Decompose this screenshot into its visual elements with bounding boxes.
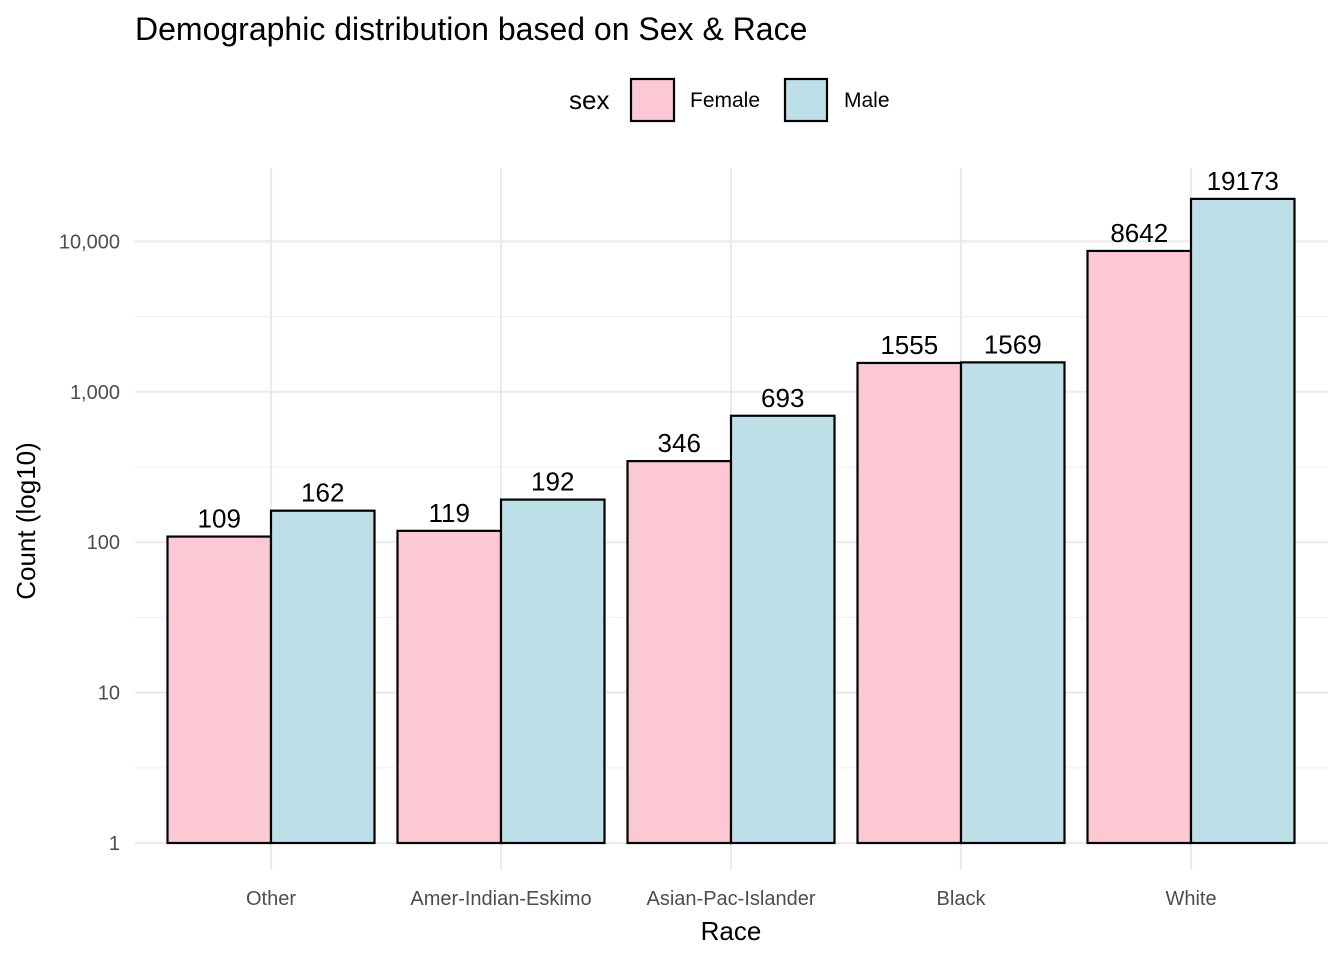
y-tick-label: 10,000	[59, 231, 120, 253]
bar-female	[1086, 249, 1193, 845]
data-label-female: 119	[429, 498, 470, 528]
legend-key-female	[629, 77, 676, 123]
legend: sex Female Male	[569, 77, 890, 123]
bar-layer	[166, 197, 1296, 845]
data-label-male: 192	[531, 467, 574, 497]
bar-male	[1189, 197, 1296, 845]
y-tick-label: 1,000	[70, 382, 120, 404]
label-layer: 109 162 119 192 346 693 1555 1569 8642 19173	[198, 166, 1279, 534]
bar-male	[269, 509, 376, 845]
x-axis-title: Race	[701, 916, 762, 946]
bar-male	[959, 361, 1066, 845]
legend-key-male	[783, 77, 829, 123]
y-axis-title: Count (log10)	[11, 442, 41, 600]
data-label-male: 162	[301, 478, 344, 508]
chart-title: Demographic distribution based on Sex & …	[135, 11, 807, 47]
y-tick-label: 100	[87, 532, 120, 554]
legend-label-male: Male	[844, 89, 890, 112]
bar-male	[499, 498, 606, 845]
x-tick-label: White	[1165, 888, 1216, 910]
bar-male	[729, 414, 836, 845]
data-label-female: 8642	[1110, 218, 1168, 248]
legend-title: sex	[569, 85, 609, 115]
bar-female	[166, 535, 273, 845]
x-tick-label: Asian-Pac-Islander	[647, 888, 816, 910]
x-tick-label: Amer-Indian-Eskimo	[410, 888, 591, 910]
data-label-male: 1569	[984, 329, 1042, 359]
legend-label-female: Female	[690, 89, 760, 112]
data-label-female: 346	[658, 428, 701, 458]
data-label-female: 1555	[880, 330, 938, 360]
data-label-male: 19173	[1207, 166, 1279, 196]
bar-female	[856, 361, 963, 845]
y-tick-label: 10	[98, 683, 120, 705]
data-label-female: 109	[198, 504, 241, 534]
x-tick-label: Other	[246, 888, 296, 910]
axis-layer: 1 10 100 1,000 10,000 Other Amer-Indian-Eskimo…	[59, 231, 1217, 910]
y-tick-label: 1	[109, 833, 120, 855]
bar-female	[626, 460, 733, 845]
bar-female	[396, 529, 503, 845]
data-label-male: 693	[761, 383, 804, 413]
x-tick-label: Black	[937, 888, 987, 910]
